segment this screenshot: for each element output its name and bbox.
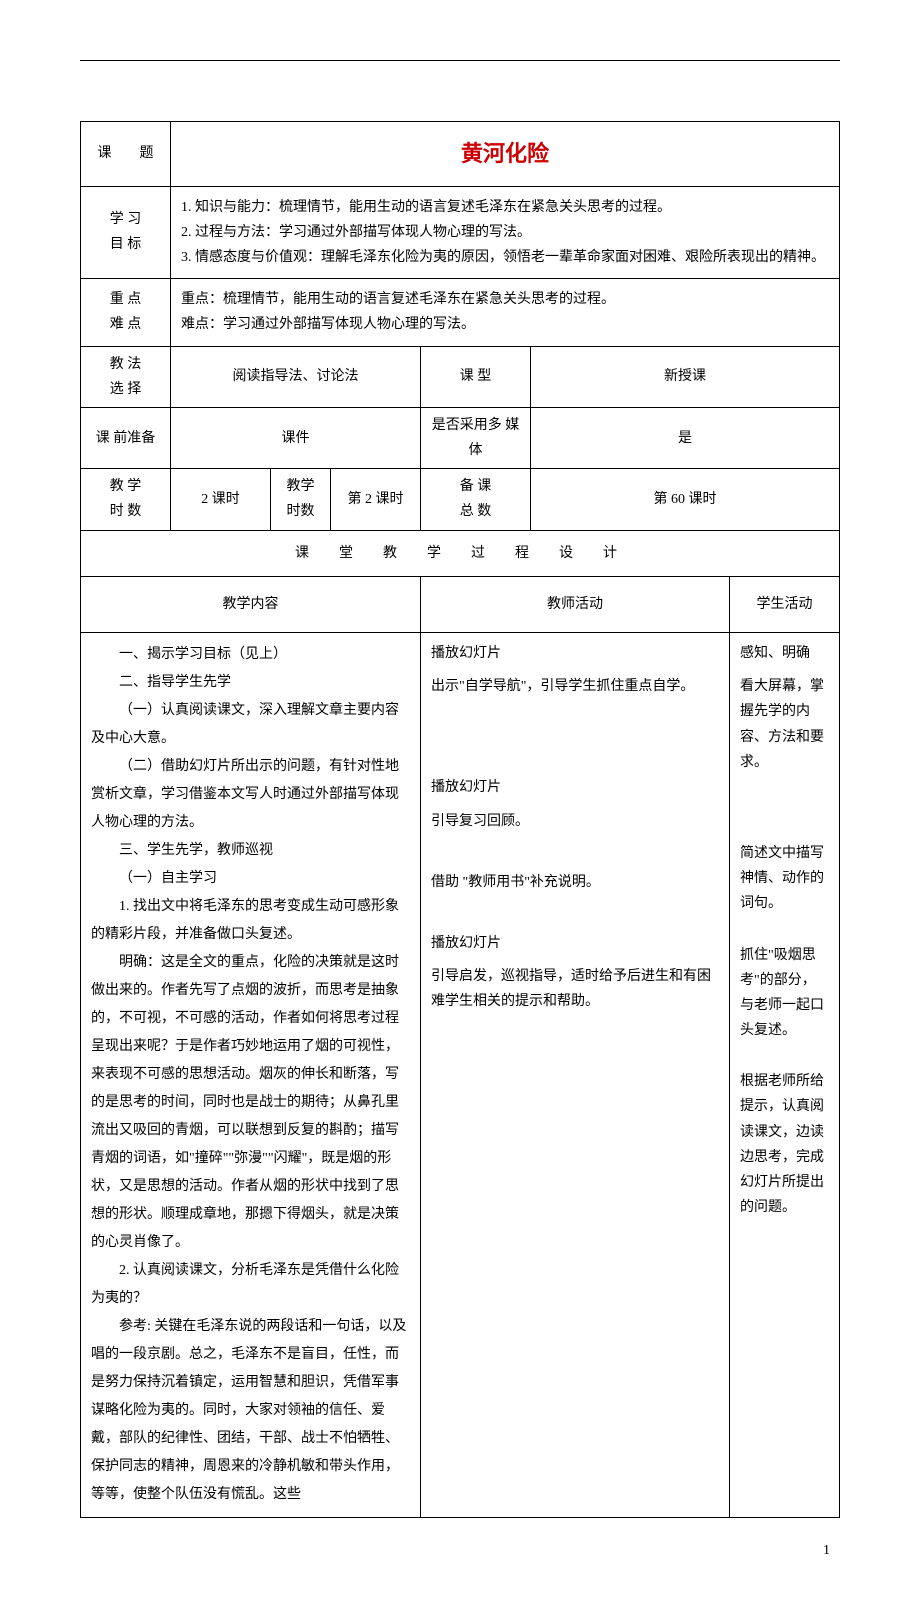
teacher-t5b: 引导启发，巡视指导，适时给予后进生和有困难学生相关的提示和帮助。 (431, 964, 719, 1014)
hoursub-value: 第 2 课时 (331, 469, 421, 530)
multimedia-value: 是 (531, 407, 840, 468)
hours-value: 2 课时 (171, 469, 271, 530)
content-p5: 三、学生先学，教师巡视 (91, 837, 410, 865)
teacher-t4: 借助 "教师用书"补充说明。 (431, 870, 719, 895)
content-p7: 1. 找出文中将毛泽东的思考变成生动可感形象的精彩片段，并准备做口头复述。 (91, 893, 410, 949)
label-totalprep: 备 课 总 数 (421, 469, 531, 530)
keypoints-cell: 重点：梳理情节，能用生动的语言复述毛泽东在紧急关头思考的过程。 难点：学习通过外… (171, 279, 840, 346)
objective-3: 3. 情感态度与价值观：理解毛泽东化险为夷的原因，领悟老一辈革命家面对困难、艰险… (181, 245, 829, 270)
page-number: 1 (80, 1538, 840, 1563)
top-divider (80, 60, 840, 61)
objectives-cell: 1. 知识与能力：梳理情节，能用生动的语言复述毛泽东在紧急关头思考的过程。 2.… (171, 186, 840, 279)
label-hoursub: 教学 时数 (271, 469, 331, 530)
teacher-t5: 播放幻灯片 (431, 931, 719, 956)
teacher-t3: 播放幻灯片 (431, 775, 719, 800)
student-s3: 简述文中描写神情、动作的词句。 (740, 841, 829, 917)
label-hours: 教 学 时 数 (81, 469, 171, 530)
student-s4: 抓住"吸烟思考"的部分，与老师一起口头复述。 (740, 943, 829, 1044)
objective-1: 1. 知识与能力：梳理情节，能用生动的语言复述毛泽东在紧急关头思考的过程。 (181, 195, 829, 220)
prep-value: 课件 (171, 407, 421, 468)
keypoint-1: 重点：梳理情节，能用生动的语言复述毛泽东在紧急关头思考的过程。 (181, 287, 829, 312)
label-prep: 课 前准备 (81, 407, 171, 468)
content-p1: 一、揭示学习目标（见上） (91, 641, 410, 669)
student-s5: 根据老师所给提示，认真阅读课文，边读边思考，完成幻灯片所提出的问题。 (740, 1069, 829, 1220)
student-activity: 感知、明确 看大屏幕，掌握先学的内容、方法和要求。 简述文中描写神情、动作的词句… (730, 633, 840, 1518)
content-p2: 二、指导学生先学 (91, 669, 410, 697)
keypoint-2: 难点：学习通过外部描写体现人物心理的写法。 (181, 312, 829, 337)
content-p8: 明确：这是全文的重点，化险的决策就是这时做出来的。作者先写了点烟的波折，而思考是… (91, 949, 410, 1257)
content-p4: （二）借助幻灯片所出示的问题，有针对性地赏析文章，学习借鉴本文写人时通过外部描写… (91, 753, 410, 837)
totalprep-value: 第 60 课时 (531, 469, 840, 530)
content-p3: （一）认真阅读课文，深入理解文章主要内容及中心大意。 (91, 697, 410, 753)
teacher-t1: 播放幻灯片 (431, 641, 719, 666)
teacher-activity: 播放幻灯片 出示"自学导航"，引导学生抓住重点自学。 播放幻灯片 引导复习回顾。… (421, 633, 730, 1518)
content-p6: （一）自主学习 (91, 865, 410, 893)
student-s2: 看大屏幕，掌握先学的内容、方法和要求。 (740, 674, 829, 775)
objective-2: 2. 过程与方法：学习通过外部描写体现人物心理的写法。 (181, 220, 829, 245)
teacher-t3b: 引导复习回顾。 (431, 809, 719, 834)
content-p10: 参考: 关键在毛泽东说的两段话和一句话，以及唱的一段京剧。总之，毛泽东不是盲目，… (91, 1313, 410, 1509)
label-method: 教 法 选 择 (81, 346, 171, 407)
student-s1: 感知、明确 (740, 641, 829, 666)
method-value: 阅读指导法、讨论法 (171, 346, 421, 407)
teacher-header: 教师活动 (421, 576, 730, 632)
lesson-title: 黄河化险 (171, 122, 840, 187)
lesson-plan-table: 课 题 黄河化险 学 习 目 标 1. 知识与能力：梳理情节，能用生动的语言复述… (80, 121, 840, 1518)
label-objectives: 学 习 目 标 (81, 186, 171, 279)
content-header: 教学内容 (81, 576, 421, 632)
label-coursetype: 课 型 (421, 346, 531, 407)
label-topic: 课 题 (81, 122, 171, 187)
teacher-t2: 出示"自学导航"，引导学生抓住重点自学。 (431, 674, 719, 699)
coursetype-value: 新授课 (531, 346, 840, 407)
design-header: 课 堂 教 学 过 程 设 计 (81, 530, 840, 576)
student-header: 学生活动 (730, 576, 840, 632)
label-keypoints: 重 点 难 点 (81, 279, 171, 346)
label-multimedia: 是否采用多 媒体 (421, 407, 531, 468)
main-content: 一、揭示学习目标（见上） 二、指导学生先学 （一）认真阅读课文，深入理解文章主要… (81, 633, 421, 1518)
content-p9: 2. 认真阅读课文，分析毛泽东是凭借什么化险为夷的？ (91, 1257, 410, 1313)
